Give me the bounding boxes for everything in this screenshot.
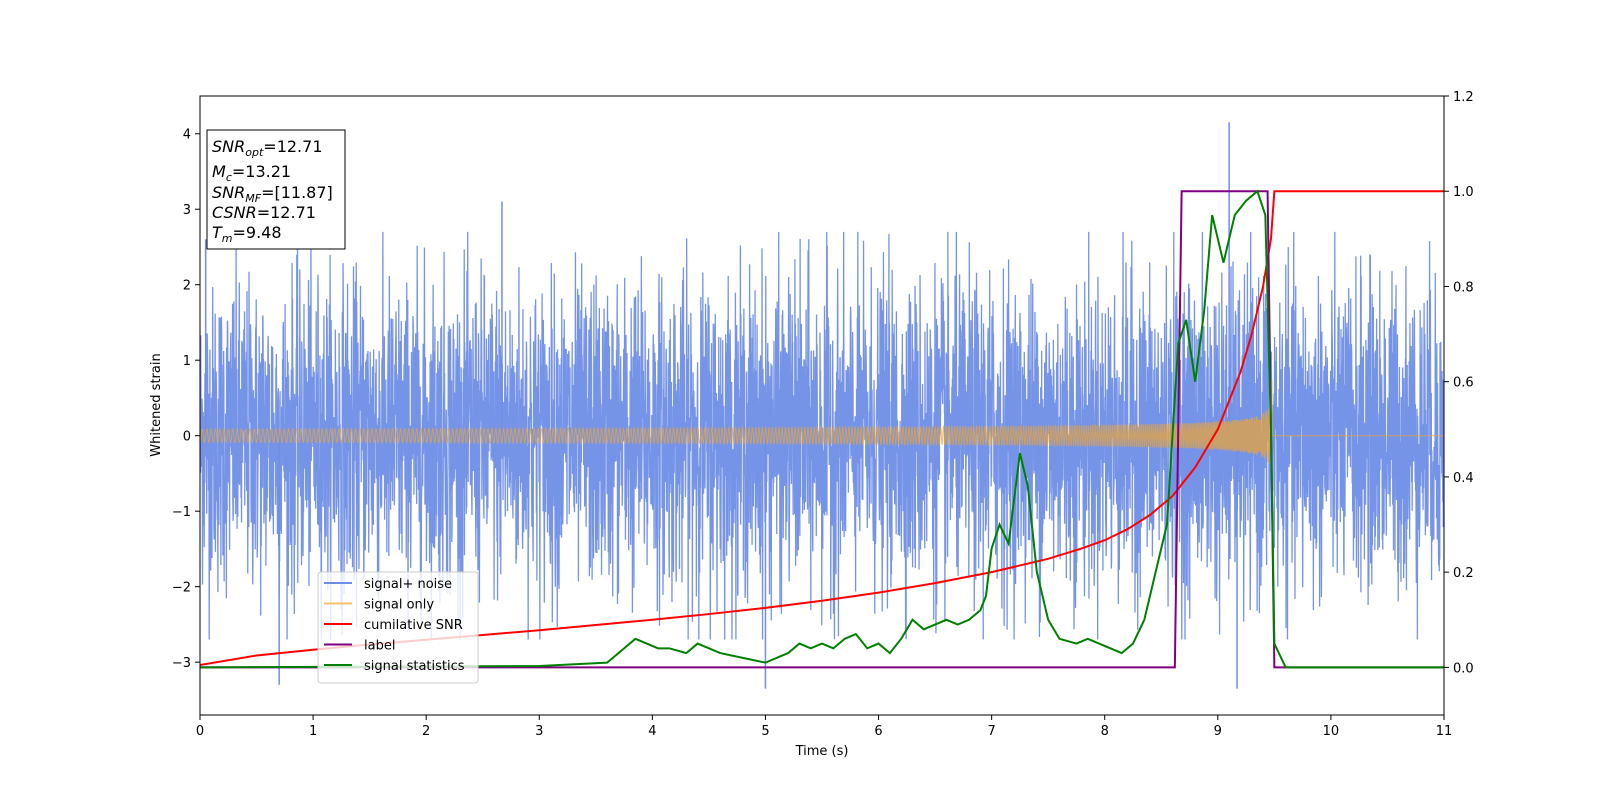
x-tick-label-8: 8 xyxy=(1101,724,1109,739)
y-left-tick-label-0: −3 xyxy=(172,656,191,671)
x-tick-label-1: 1 xyxy=(309,724,317,739)
y-right-tick-label-1: 0.2 xyxy=(1453,566,1474,581)
info-box: SNRopt=12.71 Mc=13.21 SNRMF=[11.87] CSNR… xyxy=(206,129,346,250)
y-right-tick-label-2: 0.4 xyxy=(1453,471,1474,486)
y-left-tick-label-4: 1 xyxy=(183,354,191,369)
y-left-tick-label-2: −1 xyxy=(172,505,191,520)
x-tick-label-11: 11 xyxy=(1436,724,1453,739)
x-tick-label-7: 7 xyxy=(987,724,995,739)
x-tick-label-2: 2 xyxy=(422,724,430,739)
info-snr-opt: SNRopt=12.71 xyxy=(212,137,323,159)
y-right-tick-label-4: 0.8 xyxy=(1453,280,1474,295)
legend-rows: signal+ noise signal only cumilative SNR la… xyxy=(324,577,465,674)
plot-frame xyxy=(199,95,1445,716)
info-tm: Tm=9.48 xyxy=(212,223,282,245)
y-left-tick-label-1: −2 xyxy=(172,581,191,596)
series-layer xyxy=(200,122,1444,689)
info-csnr: CSNR=12.71 xyxy=(212,203,316,222)
y-axis-label: Whitened strain xyxy=(149,353,164,456)
legend-label-4: signal statistics xyxy=(364,659,465,674)
axis-layer: 0 1 2 3 4 5 6 7 8 9 10 11 −3 −2 −1 0 1 2 3 4 0.0 0.2 0.4 0.6 0.8… xyxy=(172,90,1474,739)
legend-label-3: label xyxy=(364,639,395,654)
y-left-tick-label-6: 3 xyxy=(183,203,191,218)
y-right-tick-label-0: 0.0 xyxy=(1453,661,1474,676)
y-right-tick-label-5: 1.0 xyxy=(1453,185,1474,200)
legend-label-1: signal only xyxy=(364,598,434,613)
y-right-tick-label-6: 1.2 xyxy=(1453,90,1474,105)
y-left-tick-label-7: 4 xyxy=(183,128,191,143)
legend: signal+ noise signal only cumilative SNR la… xyxy=(317,571,479,684)
x-axis-label: Time (s) xyxy=(795,744,849,759)
y-left-tick-label-3: 0 xyxy=(183,430,191,445)
legend-label-2: cumilative SNR xyxy=(364,618,463,633)
y-right-tick-label-3: 0.6 xyxy=(1453,376,1474,391)
x-tick-label-0: 0 xyxy=(196,724,204,739)
series-signal-only xyxy=(200,380,1444,467)
x-tick-label-6: 6 xyxy=(874,724,882,739)
x-tick-label-5: 5 xyxy=(761,724,769,739)
x-tick-label-3: 3 xyxy=(535,724,543,739)
series-signal-statistics xyxy=(200,189,1444,669)
y-left-tick-label-5: 2 xyxy=(183,279,191,294)
info-snr-mf: SNRMF=[11.87] xyxy=(212,183,333,205)
x-tick-label-10: 10 xyxy=(1323,724,1340,739)
info-mc: Mc=13.21 xyxy=(212,162,291,184)
x-tick-label-9: 9 xyxy=(1214,724,1222,739)
x-tick-label-4: 4 xyxy=(648,724,656,739)
legend-label-0: signal+ noise xyxy=(364,577,452,592)
